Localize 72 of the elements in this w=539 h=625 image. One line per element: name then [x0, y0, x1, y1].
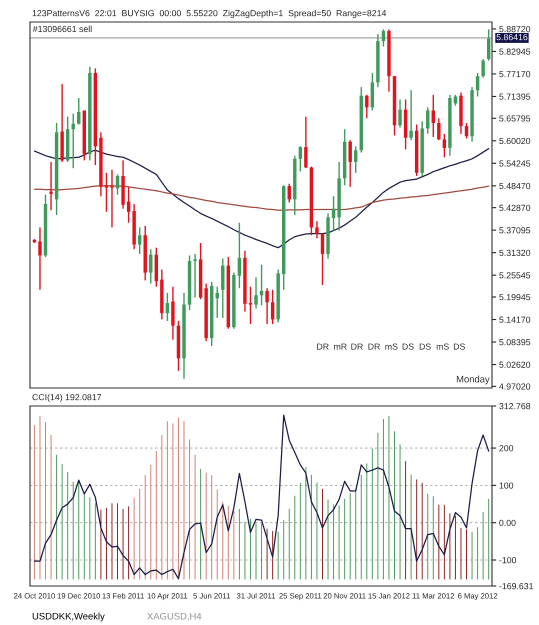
chart-title: 123PatternsV6 22:01 BUYSIG 00:00 5.55220 ZigZagDepth=1 Spread=50 Range=8214 — [32, 10, 386, 18]
candlestick — [432, 94, 435, 138]
candlestick — [398, 98, 402, 128]
y-tick-label: 5.37095 — [499, 227, 530, 234]
y-tick-label: 5.82945 — [499, 48, 530, 55]
y-tick-label: 5.31320 — [499, 250, 530, 256]
y-tick-label: 100 — [500, 482, 514, 489]
y-tick-label: 5.25545 — [499, 272, 530, 278]
candlestick — [238, 222, 242, 289]
candlestick — [216, 286, 219, 319]
candlestick — [315, 220, 319, 240]
line-series — [34, 414, 490, 580]
candlestick — [304, 116, 308, 169]
candlestick — [382, 28, 386, 48]
candlestick — [437, 118, 441, 141]
annotation: DS — [454, 343, 465, 350]
candlestick — [149, 248, 152, 284]
annotation: mS — [436, 343, 449, 350]
y-tick-label: 5.54245 — [499, 160, 530, 167]
candlestick — [288, 183, 291, 204]
y-tick-label: 5.42870 — [499, 204, 530, 211]
candlestick — [348, 139, 352, 188]
ref-line-label: 5.86416 — [496, 34, 528, 40]
candlestick — [71, 112, 75, 169]
y-tick-label: 5.88720 — [499, 26, 530, 32]
candlestick — [442, 133, 446, 158]
annotation: DS — [420, 343, 431, 350]
y-tick-label: 5.02620 — [499, 362, 530, 368]
candlestick — [365, 94, 369, 119]
annotation: DR — [317, 344, 329, 350]
y-tick-label: 0.00 — [499, 520, 516, 526]
candlestick — [476, 72, 480, 98]
candlestick — [77, 97, 80, 126]
annotation: Monday — [456, 376, 490, 384]
candlestick — [265, 288, 269, 325]
candlestick — [354, 146, 358, 174]
candlestick — [409, 90, 413, 141]
y-tick-label: 5.08395 — [499, 339, 530, 346]
candlestick — [332, 196, 336, 232]
y-tick-label: 5.77170 — [499, 71, 530, 78]
candlestick — [481, 58, 485, 78]
candlestick — [126, 186, 130, 224]
candlestick — [426, 106, 430, 135]
y-tick-label: 5.71395 — [499, 94, 530, 100]
text: XAGUSD,H4 — [147, 612, 202, 621]
y-tick-label: 312.768 — [499, 403, 530, 410]
y-tick-label: 200 — [499, 445, 514, 452]
y-tick-label: 5.60020 — [499, 138, 530, 144]
y-tick-label: 5.19945 — [499, 294, 530, 300]
chart-subtitle: #13096661 sell — [32, 26, 92, 32]
candlestick — [49, 161, 53, 211]
y-tick-label: 5.48470 — [499, 182, 530, 190]
candlestick — [298, 146, 302, 172]
candlestick — [166, 292, 170, 322]
y-tick-label: -169.631 — [499, 583, 534, 590]
candlestick — [260, 264, 264, 306]
annotation: DR — [351, 344, 363, 350]
y-tick-label: 4.97020 — [499, 383, 530, 390]
candlestick — [486, 28, 490, 62]
annotation: mS — [385, 343, 398, 350]
chart-title: CCI(14) 192.0817 — [32, 394, 102, 402]
y-tick-label: -100 — [499, 557, 516, 564]
y-tick-label: 5.65795 — [499, 115, 530, 122]
candlestick — [270, 289, 274, 325]
candlestick — [454, 94, 458, 106]
y-tick-label: 5.14170 — [499, 316, 530, 323]
annotation: DR — [368, 344, 380, 350]
annotation: DS — [402, 343, 414, 350]
text: USDDKK,Weekly — [32, 612, 105, 622]
candlestick — [193, 253, 197, 298]
candlestick — [138, 226, 142, 255]
annotation: mR — [334, 344, 347, 350]
